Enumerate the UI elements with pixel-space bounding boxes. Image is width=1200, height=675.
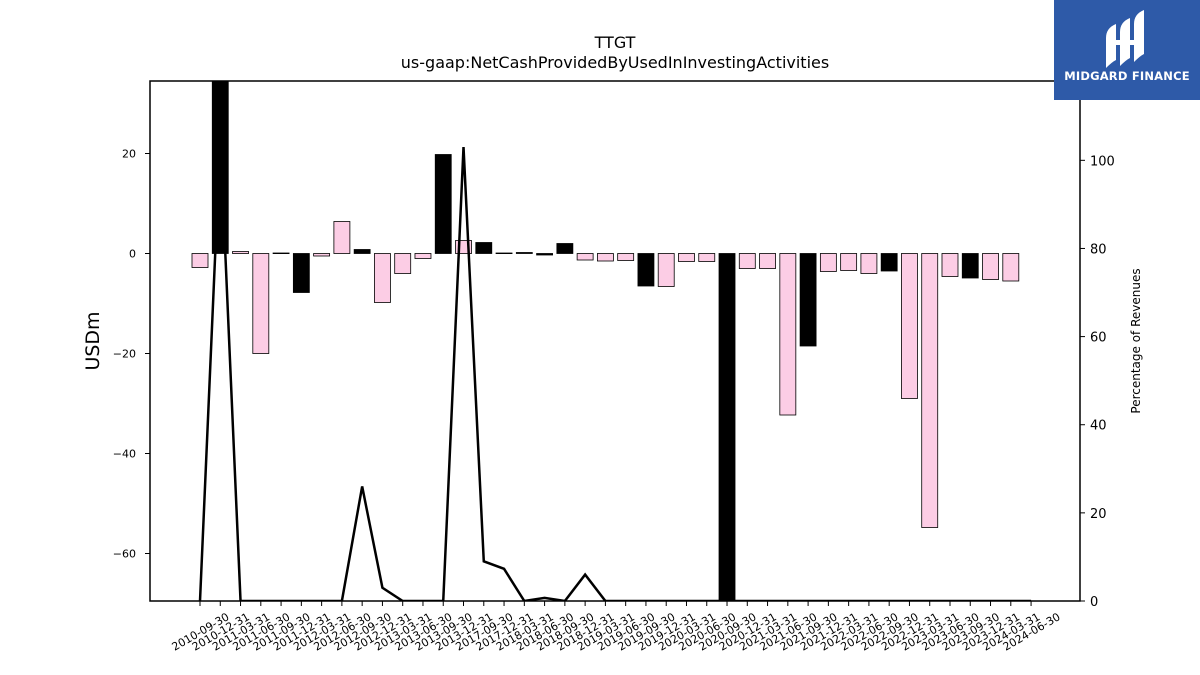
bar-2018-12-31 [576,253,594,261]
bar-2018-09-30 [556,243,574,254]
bar-2020-12-31 [738,253,756,269]
y2-axis-label: Percentage of Revenues [1129,268,1143,413]
bar-2013-06-30 [414,253,432,259]
y2-tick-label: 20 [1090,507,1107,522]
bar-2012-09-30 [353,249,371,254]
y-tick-label: 20 [122,148,136,161]
y-axis-label: USDm [82,311,104,370]
y2-tick-label: 0 [1090,595,1098,610]
y2-tick-label: 80 [1090,242,1107,257]
bar-2022-12-31 [901,253,918,399]
plot-frame [149,80,1081,602]
y2-tick-label: 100 [1090,154,1115,169]
chart-title: TTGT [594,33,636,52]
bar-2018-03-31 [515,252,533,254]
bar-2023-03-31 [921,253,939,528]
bar-2022-09-30 [880,253,898,272]
bar-2011-12-31 [292,253,310,293]
bar-2019-12-31 [657,253,675,287]
bar-2023-06-30 [941,253,959,277]
bar-2017-09-30 [475,242,493,254]
bar-2023-09-30 [961,253,979,279]
bars-layer [191,81,1020,601]
y-tick-label: −60 [113,548,136,561]
bar-2020-09-30 [718,253,736,601]
bar-2021-12-31 [819,253,837,272]
bar-2012-12-31 [374,253,391,303]
bar-2019-06-30 [617,253,635,261]
bar-2023-12-31 [982,253,999,280]
bar-2012-03-31 [313,253,331,257]
bar-2013-03-31 [394,253,412,274]
chart-subtitle: us-gaap:NetCashProvidedByUsedInInvesting… [401,53,829,72]
y2-tick-label: 60 [1090,331,1107,346]
bar-2010-09-30 [191,253,209,268]
bar-2018-06-30 [536,253,553,256]
bar-2011-09-30 [272,252,290,255]
bar-2024-03-31 [1002,253,1020,282]
bar-2022-06-30 [860,253,878,274]
bar-2013-09-30 [434,154,452,254]
bar-2020-03-31 [678,253,695,262]
bar-2017-12-31 [495,252,513,255]
midgard-logo-icon [1106,10,1144,68]
bar-2021-03-31 [759,253,776,269]
y-tick-label: −40 [113,448,136,461]
bar-2022-03-31 [840,253,858,271]
bar-2012-06-30 [333,221,351,254]
bar-2019-03-31 [597,253,614,262]
axes-layer: 200−20−40−601008060402002010-09-302010-1… [113,80,1115,654]
brand-name: MIDGARD FINANCE [1064,69,1190,83]
bar-2019-09-30 [637,253,655,287]
bar-2021-06-30 [779,253,797,416]
bar-2011-03-31 [232,251,249,254]
bar-2021-09-30 [799,253,817,347]
y-tick-label: 0 [129,248,136,261]
bar-2020-06-30 [698,253,716,262]
bar-2011-06-30 [252,253,270,354]
y-tick-label: −20 [113,348,136,361]
y2-tick-label: 40 [1090,419,1107,434]
